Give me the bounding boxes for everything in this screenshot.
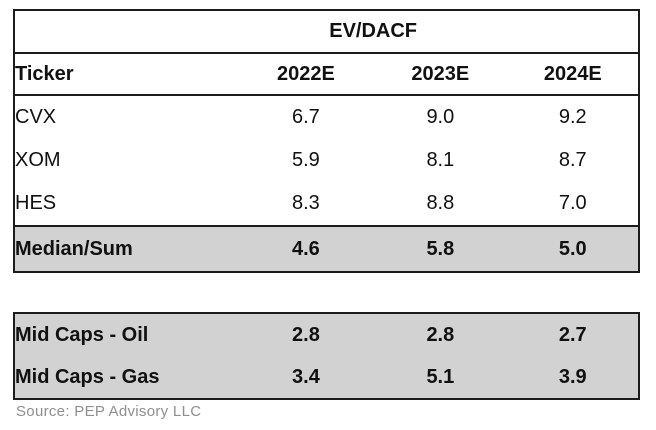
value-cell: 3.9 xyxy=(558,365,587,388)
value-cell: 9.0 xyxy=(426,106,455,128)
value-cell: 6.7 xyxy=(292,106,320,128)
ticker-cell: HES xyxy=(15,192,57,214)
summary-label: Median/Sum xyxy=(14,225,239,272)
group-header-spacer xyxy=(14,10,239,54)
value-cell: 8.1 xyxy=(426,149,455,171)
group-header-spacer xyxy=(507,10,639,54)
ticker-cell: CVX xyxy=(15,106,57,128)
table-row-xom: XOM 5.9 8.1 8.7 xyxy=(14,139,639,182)
group-header-row: EV/DACF xyxy=(14,10,639,54)
value-cell: 5.9 xyxy=(292,149,320,171)
ev-dacf-table: EV/DACF Ticker 2022E 2023E 2024E CVX 6.7… xyxy=(13,9,640,273)
value-cell: 9.2 xyxy=(558,106,587,128)
source-attribution: Source: PEP Advisory LLC xyxy=(16,403,202,420)
midcaps-table: Mid Caps - Oil 2.8 2.8 2.7 Mid Caps - Ga… xyxy=(13,312,640,400)
value-cell: 3.4 xyxy=(292,365,320,388)
table-row-midcaps-gas: Mid Caps - Gas 3.4 5.1 3.9 xyxy=(14,356,639,399)
summary-value-cell: 4.6 xyxy=(238,225,374,272)
value-cell: 8.3 xyxy=(292,192,320,214)
value-cell: 5.1 xyxy=(426,365,455,388)
column-header-ticker: Ticker xyxy=(14,53,239,96)
value-cell: 2.8 xyxy=(292,323,320,346)
value-cell: 8.7 xyxy=(558,149,587,171)
column-header-2023e: 2023E xyxy=(373,53,508,96)
midcap-label: Mid Caps - Oil xyxy=(15,323,149,346)
midcap-label: Mid Caps - Gas xyxy=(15,365,160,388)
table-row-midcaps-oil: Mid Caps - Oil 2.8 2.8 2.7 xyxy=(14,313,639,356)
value-cell: 8.8 xyxy=(426,192,455,214)
column-header-row: Ticker 2022E 2023E 2024E xyxy=(14,53,639,96)
table-row-hes: HES 8.3 8.8 7.0 xyxy=(14,182,639,226)
summary-value-cell: 5.8 xyxy=(373,225,508,272)
value-cell: 2.7 xyxy=(558,323,587,346)
value-cell: 7.0 xyxy=(558,192,587,214)
column-header-2024e: 2024E xyxy=(507,53,639,96)
ticker-cell: XOM xyxy=(15,149,61,171)
value-cell: 2.8 xyxy=(426,323,455,346)
table-row-cvx: CVX 6.7 9.0 9.2 xyxy=(14,95,639,139)
group-header-title: EV/DACF xyxy=(238,10,508,54)
summary-value-cell: 5.0 xyxy=(507,225,639,272)
summary-row-median-sum: Median/Sum 4.6 5.8 5.0 xyxy=(14,225,639,272)
column-header-2022e: 2022E xyxy=(238,53,374,96)
